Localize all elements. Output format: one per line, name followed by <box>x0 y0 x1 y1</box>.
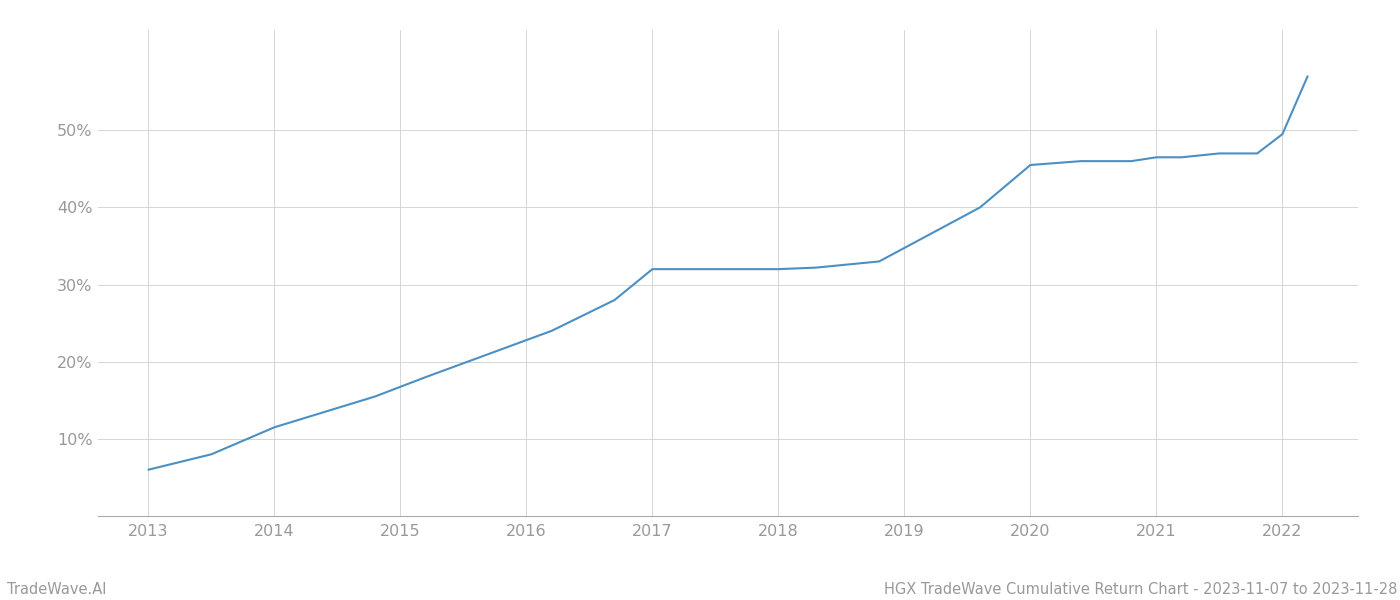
Text: HGX TradeWave Cumulative Return Chart - 2023-11-07 to 2023-11-28: HGX TradeWave Cumulative Return Chart - … <box>883 582 1397 597</box>
Text: TradeWave.AI: TradeWave.AI <box>7 582 106 597</box>
